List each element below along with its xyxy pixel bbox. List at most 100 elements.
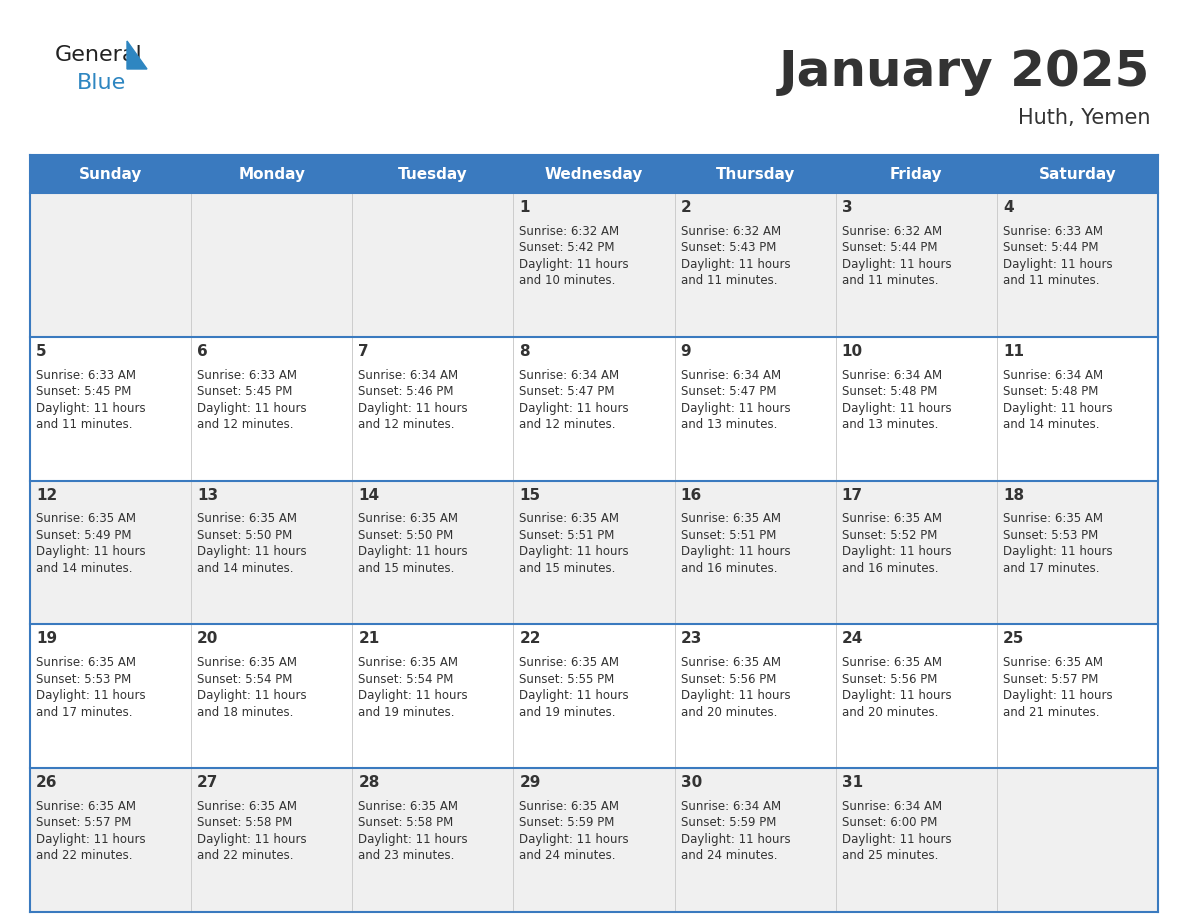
Text: Sunset: 5:51 PM: Sunset: 5:51 PM — [681, 529, 776, 542]
Bar — [997, 193, 1158, 337]
Text: Daylight: 11 hours: Daylight: 11 hours — [197, 545, 307, 558]
Text: and 20 minutes.: and 20 minutes. — [681, 706, 777, 719]
Text: 2: 2 — [681, 200, 691, 215]
Text: and 24 minutes.: and 24 minutes. — [681, 849, 777, 862]
Text: Sunset: 5:53 PM: Sunset: 5:53 PM — [1003, 529, 1098, 542]
Text: Sunset: 5:59 PM: Sunset: 5:59 PM — [681, 816, 776, 830]
Bar — [513, 481, 675, 624]
Text: Sunrise: 6:34 AM: Sunrise: 6:34 AM — [359, 368, 459, 382]
Text: and 11 minutes.: and 11 minutes. — [36, 418, 133, 431]
Bar — [835, 155, 997, 193]
Bar — [675, 155, 835, 193]
Text: Sunset: 5:56 PM: Sunset: 5:56 PM — [842, 673, 937, 686]
Text: and 18 minutes.: and 18 minutes. — [197, 706, 293, 719]
Text: Sunrise: 6:35 AM: Sunrise: 6:35 AM — [197, 800, 297, 813]
Text: Sunrise: 6:35 AM: Sunrise: 6:35 AM — [197, 656, 297, 669]
Text: 25: 25 — [1003, 632, 1024, 646]
Text: Sunset: 5:58 PM: Sunset: 5:58 PM — [359, 816, 454, 830]
Text: and 16 minutes.: and 16 minutes. — [842, 562, 939, 575]
Text: 21: 21 — [359, 632, 379, 646]
Bar — [675, 337, 835, 481]
Bar — [353, 155, 513, 193]
Text: Daylight: 11 hours: Daylight: 11 hours — [197, 401, 307, 415]
Bar — [191, 193, 353, 337]
Text: Sunset: 5:51 PM: Sunset: 5:51 PM — [519, 529, 615, 542]
Text: Monday: Monday — [239, 166, 305, 182]
Text: 24: 24 — [842, 632, 864, 646]
Text: Daylight: 11 hours: Daylight: 11 hours — [197, 689, 307, 702]
Text: 22: 22 — [519, 632, 541, 646]
Text: and 21 minutes.: and 21 minutes. — [1003, 706, 1099, 719]
Bar — [835, 193, 997, 337]
Text: 18: 18 — [1003, 487, 1024, 502]
Text: and 24 minutes.: and 24 minutes. — [519, 849, 615, 862]
Text: and 16 minutes.: and 16 minutes. — [681, 562, 777, 575]
Text: Sunrise: 6:35 AM: Sunrise: 6:35 AM — [519, 512, 619, 525]
Text: 8: 8 — [519, 344, 530, 359]
Bar — [997, 155, 1158, 193]
Bar — [675, 481, 835, 624]
Text: Sunset: 5:57 PM: Sunset: 5:57 PM — [36, 816, 132, 830]
Bar — [997, 768, 1158, 912]
Bar — [30, 193, 191, 337]
Text: 16: 16 — [681, 487, 702, 502]
Bar — [191, 624, 353, 768]
Text: and 12 minutes.: and 12 minutes. — [197, 418, 293, 431]
Bar — [191, 337, 353, 481]
Text: Sunset: 5:48 PM: Sunset: 5:48 PM — [842, 385, 937, 398]
Text: Sunrise: 6:35 AM: Sunrise: 6:35 AM — [36, 512, 135, 525]
Text: and 12 minutes.: and 12 minutes. — [519, 418, 615, 431]
Bar — [191, 768, 353, 912]
Text: Sunrise: 6:35 AM: Sunrise: 6:35 AM — [842, 656, 942, 669]
Text: 20: 20 — [197, 632, 219, 646]
Bar — [997, 481, 1158, 624]
Text: and 15 minutes.: and 15 minutes. — [519, 562, 615, 575]
Text: and 17 minutes.: and 17 minutes. — [1003, 562, 1099, 575]
Bar — [835, 624, 997, 768]
Text: Daylight: 11 hours: Daylight: 11 hours — [1003, 401, 1112, 415]
Text: 19: 19 — [36, 632, 57, 646]
Text: Daylight: 11 hours: Daylight: 11 hours — [1003, 545, 1112, 558]
Text: Sunrise: 6:32 AM: Sunrise: 6:32 AM — [681, 225, 781, 238]
Bar — [191, 155, 353, 193]
Text: Sunset: 5:57 PM: Sunset: 5:57 PM — [1003, 673, 1098, 686]
Text: Daylight: 11 hours: Daylight: 11 hours — [842, 545, 952, 558]
Text: Sunset: 6:00 PM: Sunset: 6:00 PM — [842, 816, 937, 830]
Text: 14: 14 — [359, 487, 379, 502]
Bar — [675, 768, 835, 912]
Text: Huth, Yemen: Huth, Yemen — [1017, 108, 1150, 128]
Text: and 25 minutes.: and 25 minutes. — [842, 849, 939, 862]
Text: and 12 minutes.: and 12 minutes. — [359, 418, 455, 431]
Bar — [997, 337, 1158, 481]
Bar — [30, 768, 191, 912]
Text: Sunset: 5:59 PM: Sunset: 5:59 PM — [519, 816, 615, 830]
Text: Sunrise: 6:35 AM: Sunrise: 6:35 AM — [519, 656, 619, 669]
Text: Sunrise: 6:34 AM: Sunrise: 6:34 AM — [681, 800, 781, 813]
Text: Sunset: 5:50 PM: Sunset: 5:50 PM — [197, 529, 292, 542]
Text: and 19 minutes.: and 19 minutes. — [519, 706, 615, 719]
Text: and 11 minutes.: and 11 minutes. — [681, 274, 777, 287]
Text: and 14 minutes.: and 14 minutes. — [197, 562, 293, 575]
Text: Sunrise: 6:33 AM: Sunrise: 6:33 AM — [197, 368, 297, 382]
Text: Sunrise: 6:35 AM: Sunrise: 6:35 AM — [1003, 656, 1102, 669]
Bar — [30, 155, 191, 193]
Text: 17: 17 — [842, 487, 862, 502]
Text: Sunset: 5:44 PM: Sunset: 5:44 PM — [1003, 241, 1099, 254]
Text: January 2025: January 2025 — [778, 48, 1150, 96]
Text: 5: 5 — [36, 344, 46, 359]
Text: Daylight: 11 hours: Daylight: 11 hours — [36, 689, 146, 702]
Text: 7: 7 — [359, 344, 369, 359]
Text: and 15 minutes.: and 15 minutes. — [359, 562, 455, 575]
Text: and 22 minutes.: and 22 minutes. — [36, 849, 133, 862]
Bar — [835, 337, 997, 481]
Text: Sunset: 5:47 PM: Sunset: 5:47 PM — [681, 385, 776, 398]
Text: Sunrise: 6:34 AM: Sunrise: 6:34 AM — [842, 368, 942, 382]
Text: Sunrise: 6:35 AM: Sunrise: 6:35 AM — [359, 512, 459, 525]
Text: Sunrise: 6:34 AM: Sunrise: 6:34 AM — [519, 368, 620, 382]
Bar — [30, 337, 191, 481]
Bar — [835, 481, 997, 624]
Text: Sunrise: 6:35 AM: Sunrise: 6:35 AM — [359, 800, 459, 813]
Text: 28: 28 — [359, 775, 380, 790]
Text: 6: 6 — [197, 344, 208, 359]
Text: and 23 minutes.: and 23 minutes. — [359, 849, 455, 862]
